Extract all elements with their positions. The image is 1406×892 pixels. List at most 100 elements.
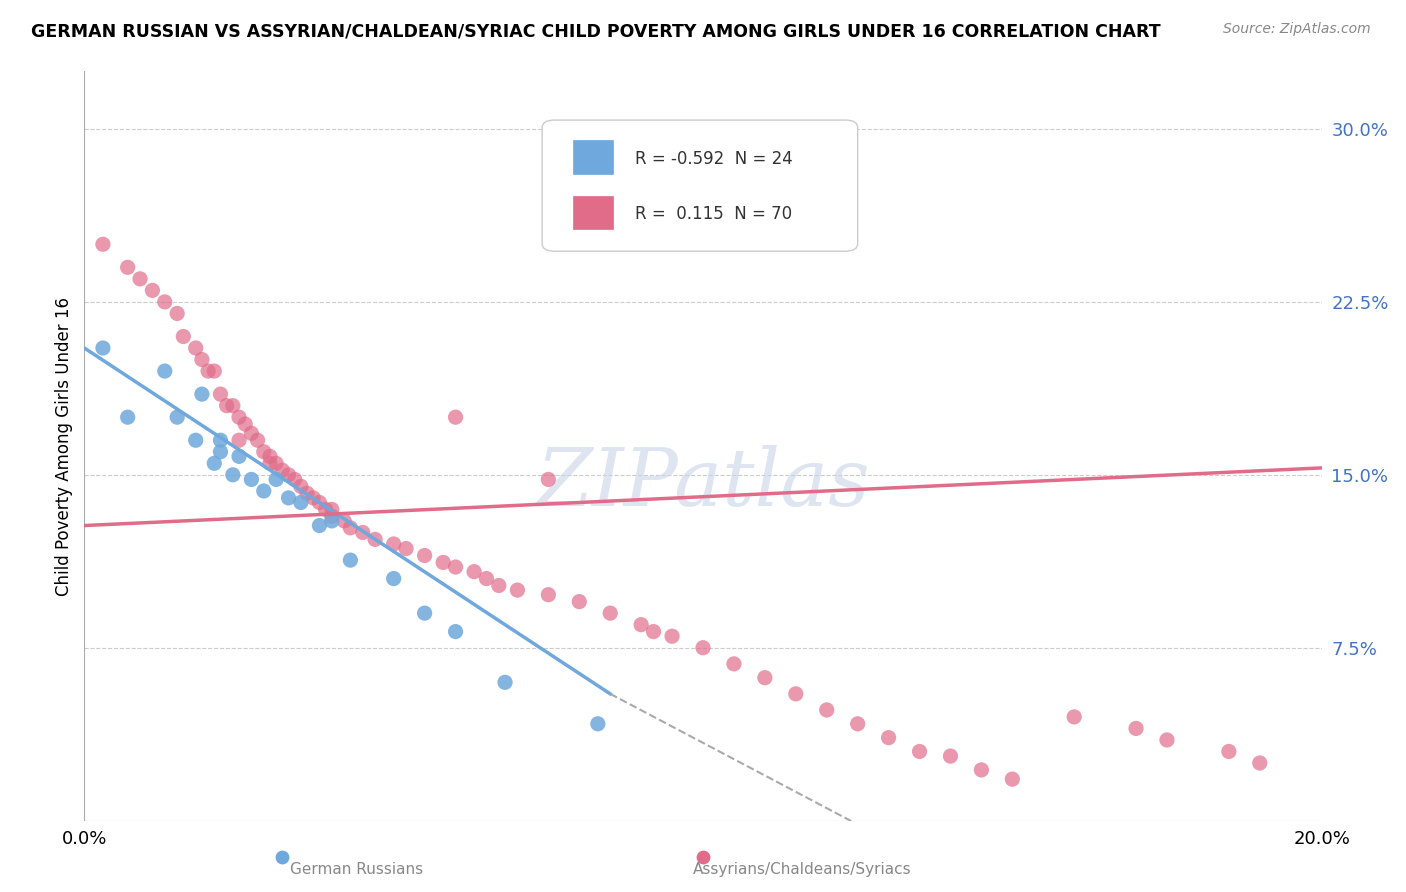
- Point: [339, 521, 361, 535]
- Point: [846, 716, 869, 731]
- FancyBboxPatch shape: [574, 196, 613, 229]
- Point: [166, 306, 188, 320]
- Point: [382, 537, 405, 551]
- Point: [233, 417, 256, 431]
- Point: [1156, 733, 1178, 747]
- Point: [661, 629, 683, 643]
- Point: [141, 284, 163, 298]
- Point: [264, 456, 287, 470]
- Point: [364, 533, 387, 547]
- Point: [202, 456, 225, 470]
- Point: [599, 606, 621, 620]
- Point: [630, 617, 652, 632]
- Point: [209, 387, 232, 401]
- Point: [277, 467, 299, 482]
- Point: [184, 341, 207, 355]
- Point: [290, 479, 312, 493]
- Point: [191, 387, 214, 401]
- Point: [117, 260, 139, 275]
- Point: [117, 410, 139, 425]
- Point: [939, 749, 962, 764]
- Point: [277, 491, 299, 505]
- Point: [413, 606, 436, 620]
- Point: [444, 624, 467, 639]
- Point: [215, 399, 238, 413]
- Point: [877, 731, 900, 745]
- Point: [153, 364, 176, 378]
- Point: [339, 553, 361, 567]
- Point: [253, 483, 276, 498]
- Point: [908, 744, 931, 758]
- Y-axis label: Child Poverty Among Girls Under 16: Child Poverty Among Girls Under 16: [55, 296, 73, 596]
- Point: [754, 671, 776, 685]
- Point: [494, 675, 516, 690]
- Point: [153, 294, 176, 309]
- Point: [290, 495, 312, 509]
- Text: R =  0.115  N = 70: R = 0.115 N = 70: [636, 205, 792, 223]
- Point: [970, 763, 993, 777]
- Point: [240, 426, 263, 441]
- Point: [228, 410, 250, 425]
- Point: [1063, 710, 1085, 724]
- Point: [432, 556, 454, 570]
- Point: [321, 509, 343, 524]
- FancyBboxPatch shape: [543, 120, 858, 252]
- Point: [444, 560, 467, 574]
- Point: [382, 572, 405, 586]
- Point: [222, 399, 245, 413]
- Point: [315, 502, 337, 516]
- Point: [284, 472, 307, 486]
- Point: [197, 364, 219, 378]
- Point: [246, 434, 269, 448]
- Point: [129, 272, 152, 286]
- Point: [240, 472, 263, 486]
- Point: [259, 456, 281, 470]
- Point: [463, 565, 485, 579]
- Point: [191, 352, 214, 367]
- Point: [506, 583, 529, 598]
- Point: [785, 687, 807, 701]
- Point: [643, 624, 665, 639]
- Point: [586, 716, 609, 731]
- Text: GERMAN RUSSIAN VS ASSYRIAN/CHALDEAN/SYRIAC CHILD POVERTY AMONG GIRLS UNDER 16 CO: GERMAN RUSSIAN VS ASSYRIAN/CHALDEAN/SYRI…: [31, 22, 1160, 40]
- Point: [209, 434, 232, 448]
- Point: [308, 518, 330, 533]
- Point: [321, 514, 343, 528]
- Point: [264, 472, 287, 486]
- Point: [444, 410, 467, 425]
- Point: [568, 594, 591, 608]
- Point: [1218, 744, 1240, 758]
- Point: [692, 640, 714, 655]
- Point: [222, 467, 245, 482]
- Point: [91, 341, 114, 355]
- Text: Assyrians/Chaldeans/Syriacs: Assyrians/Chaldeans/Syriacs: [693, 862, 911, 877]
- Point: [202, 364, 225, 378]
- Text: Source: ZipAtlas.com: Source: ZipAtlas.com: [1223, 22, 1371, 37]
- Point: [172, 329, 194, 343]
- Point: [253, 444, 276, 458]
- Text: German Russians: German Russians: [290, 862, 423, 877]
- Point: [333, 514, 356, 528]
- Point: [184, 434, 207, 448]
- Text: R = -0.592  N = 24: R = -0.592 N = 24: [636, 150, 793, 168]
- FancyBboxPatch shape: [574, 140, 613, 174]
- Point: [209, 444, 232, 458]
- Point: [228, 434, 250, 448]
- Point: [1125, 722, 1147, 736]
- Point: [302, 491, 325, 505]
- Point: [723, 657, 745, 671]
- Point: [475, 572, 498, 586]
- Point: [295, 486, 318, 500]
- Point: [815, 703, 838, 717]
- Point: [413, 549, 436, 563]
- Point: [537, 588, 560, 602]
- Point: [259, 450, 281, 464]
- Point: [308, 495, 330, 509]
- Point: [228, 450, 250, 464]
- Point: [91, 237, 114, 252]
- Point: [1001, 772, 1024, 786]
- Point: [537, 472, 560, 486]
- Point: [321, 502, 343, 516]
- Text: ZIPatlas: ZIPatlas: [536, 445, 870, 522]
- Point: [1249, 756, 1271, 770]
